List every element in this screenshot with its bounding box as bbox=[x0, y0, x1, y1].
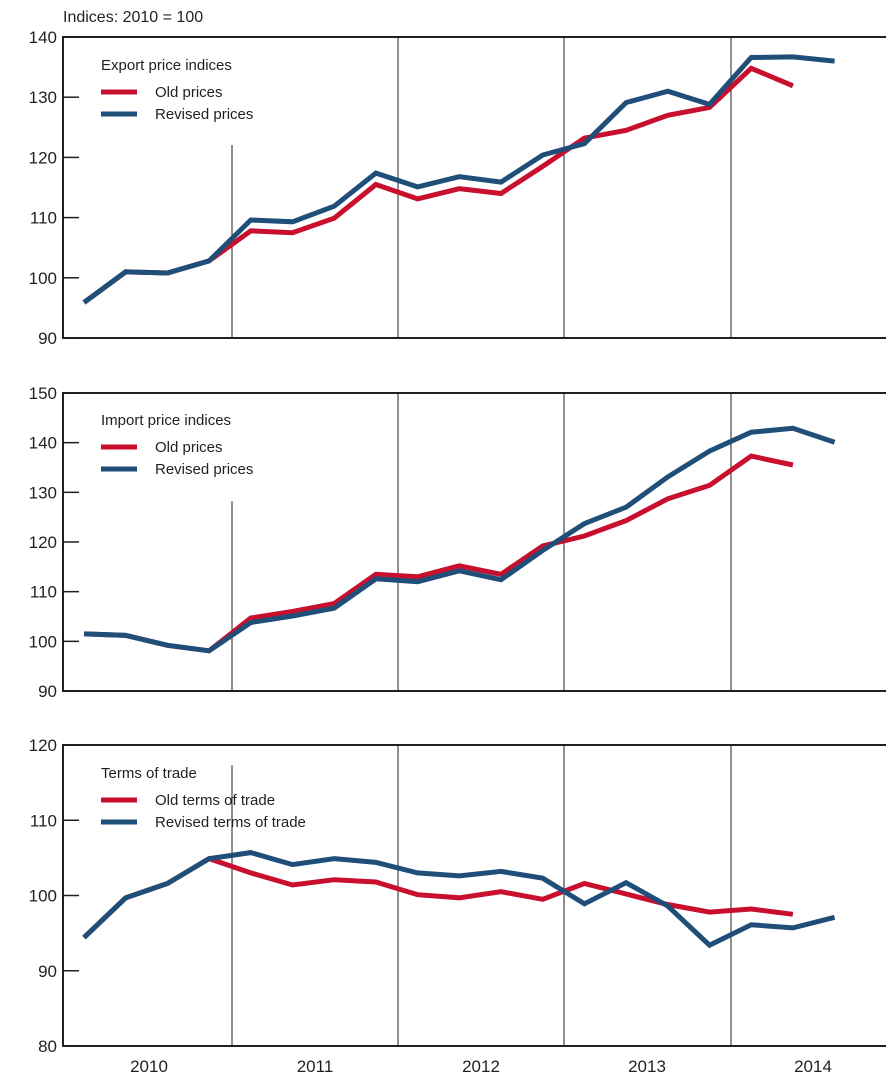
y-tick-label: 140 bbox=[29, 434, 57, 453]
series-line-revised bbox=[82, 850, 836, 949]
y-tick-label: 90 bbox=[38, 682, 57, 701]
x-axis-labels: 2010 2011 2012 2013 2014 bbox=[130, 1057, 832, 1076]
y-tick-label: 110 bbox=[30, 811, 57, 830]
y-tick-label: 120 bbox=[29, 533, 57, 552]
panel-title: Terms of trade bbox=[101, 765, 197, 782]
chart-panel-2: 90 100 110 120 130 140 150 Import price indices… bbox=[29, 384, 886, 701]
y-tick-label: 100 bbox=[29, 269, 57, 288]
panel-title: Import price indices bbox=[101, 412, 231, 429]
y-tick-label: 110 bbox=[30, 209, 57, 228]
y-tick-label: 130 bbox=[29, 483, 57, 502]
y-tick-label: 130 bbox=[29, 88, 57, 107]
chart-panel-3: 80 90 100 110 120 Terms of trade Old terms of … bbox=[29, 736, 886, 1056]
x-tick-label: 2013 bbox=[628, 1057, 666, 1076]
plot-frame bbox=[62, 36, 886, 339]
y-tick-label: 120 bbox=[29, 148, 57, 167]
y-tick-label: 120 bbox=[29, 736, 57, 755]
legend-label-revised: Revised prices bbox=[155, 106, 253, 123]
y-tick-label: 90 bbox=[38, 329, 57, 348]
y-tick-label: 110 bbox=[30, 583, 57, 602]
y-tick-label: 140 bbox=[29, 28, 57, 47]
x-tick-label: 2014 bbox=[794, 1057, 832, 1076]
x-tick-label: 2012 bbox=[462, 1057, 500, 1076]
chart-panel-1: 90 100 110 120 130 140 Export price indices Old… bbox=[29, 28, 886, 348]
series-line-revised bbox=[82, 54, 835, 305]
legend-label-revised: Revised prices bbox=[155, 461, 253, 478]
series-line-revised bbox=[83, 425, 836, 654]
legend-label-old: Old terms of trade bbox=[155, 792, 275, 809]
units-label: Indices: 2010 = 100 bbox=[63, 9, 203, 26]
y-tick-label: 90 bbox=[38, 962, 57, 981]
x-tick-label: 2010 bbox=[130, 1057, 168, 1076]
panel-title: Export price indices bbox=[101, 57, 232, 74]
series-line-old bbox=[83, 453, 794, 654]
legend-label-revised: Revised terms of trade bbox=[155, 814, 306, 831]
x-tick-label: 2011 bbox=[297, 1057, 334, 1076]
y-tick-label: 100 bbox=[29, 632, 57, 651]
legend-label-old: Old prices bbox=[155, 84, 223, 101]
y-tick-label: 150 bbox=[29, 384, 57, 403]
y-tick-label: 80 bbox=[38, 1037, 57, 1056]
legend-label-old: Old prices bbox=[155, 439, 223, 456]
y-tick-label: 100 bbox=[29, 887, 57, 906]
